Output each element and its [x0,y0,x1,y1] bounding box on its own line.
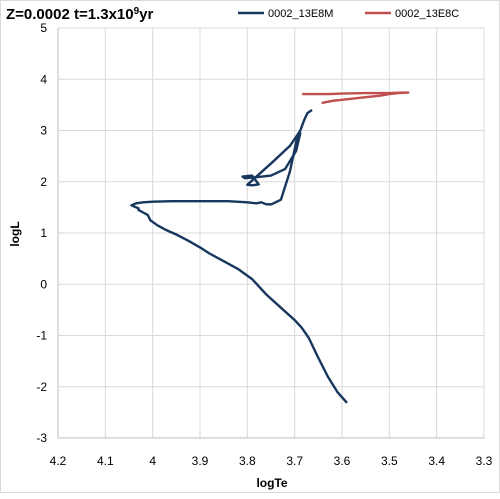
x-tick-label: 4.1 [97,454,114,468]
y-tick-label: 4 [40,72,47,86]
series-line-0002-13e8m [130,109,348,404]
x-tick-label: 3.4 [428,454,445,468]
y-tick-label: -1 [36,329,47,343]
x-tick-label: 3.5 [381,454,398,468]
y-tick-label: -2 [36,380,47,394]
gridlines [57,27,485,439]
x-tick-label: 3.8 [239,454,256,468]
y-tick-label: -3 [36,431,47,445]
y-tick-label: 2 [40,175,47,189]
x-tick-label: 3.9 [192,454,209,468]
chart-title: Z=0.0002 t=1.3x109yr [6,6,154,24]
y-tick-label: 0 [40,277,47,291]
x-tick-label: 4.2 [50,454,67,468]
legend-label-0002-13e8c: 0002_13E8C [395,8,459,20]
series-line-0002-13e8c [302,91,410,105]
chart-title-exponent: 9 [134,6,140,17]
y-tick-label: 5 [40,21,47,35]
x-tick-label: 4 [149,454,156,468]
series-lines [130,91,410,404]
chart-title-main: Z=0.0002 t=1.3x10 [6,6,134,23]
y-tick-label: 3 [40,124,47,138]
x-tick-label: 3.7 [286,454,303,468]
legend: 0002_13E8M 0002_13E8C [238,8,459,20]
legend-label-0002-13e8m: 0002_13E8M [268,8,333,20]
x-tick-label: 3.6 [334,454,351,468]
y-axis-label: logL [8,221,22,246]
x-tick-label: 3.3 [476,454,493,468]
chart-title-suffix: yr [139,6,153,23]
y-axis-tick-labels: 5 4 3 2 1 0 -1 -2 -3 [36,21,47,445]
x-axis-label: logTe [256,476,287,490]
x-axis-tick-labels: 4.2 4.1 4 3.9 3.8 3.7 3.6 3.5 3.4 3.3 [50,454,493,468]
y-tick-label: 1 [40,226,47,240]
